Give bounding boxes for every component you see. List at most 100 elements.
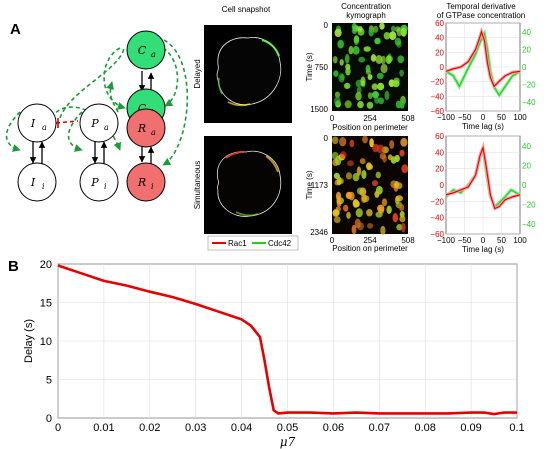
deriv-left-tick: 0 — [440, 181, 445, 190]
kymograph-spot — [368, 27, 374, 37]
kymograph-spot — [333, 70, 339, 77]
kymograph-spot — [377, 82, 385, 91]
kymograph-spot — [374, 96, 380, 104]
kymograph-spot — [361, 170, 367, 179]
x-tick-label: 0.03 — [185, 422, 206, 434]
x-tick-label: 0.08 — [414, 422, 435, 434]
kymograph-spot — [333, 172, 340, 179]
kymograph-spot — [371, 83, 378, 90]
deriv-right-tick: 0 — [522, 63, 527, 72]
kymograph-spot — [353, 36, 359, 46]
x-axis-label: μ7 — [280, 435, 296, 449]
deriv-xtick: 100 — [513, 236, 527, 245]
x-tick-label: 0.02 — [139, 422, 160, 434]
kymograph-spot — [357, 101, 364, 109]
derivative-plot-delayed: 60 40 20 0 −20 −40 −60 40 20 0 −20 −40 −100 −50 0 50 100… — [430, 19, 536, 131]
kymograph-spot — [334, 28, 342, 38]
kymograph-spot — [401, 222, 406, 233]
kymograph-spot — [389, 140, 395, 149]
x-tick-label: 0.06 — [323, 422, 344, 434]
kymograph-spot — [349, 139, 355, 148]
deriv-xlabel: Time lag (s) — [462, 122, 504, 131]
kymograph-spot — [360, 76, 366, 87]
panel-b-letter: B — [8, 258, 19, 275]
kymograph-spot — [375, 55, 383, 64]
kymograph-spot — [394, 180, 400, 189]
kymo-bottom-ytick-2: 2346 — [310, 228, 328, 237]
row-label-simultaneous: Simultaneous — [193, 161, 202, 209]
kymograph-spot — [372, 91, 379, 99]
kymo-top-ylabel: Time (s) — [305, 52, 314, 81]
kymo-top-xtick-2: 508 — [401, 114, 415, 123]
kymograph-spot — [348, 46, 354, 55]
deriv-right-tick: 20 — [522, 45, 531, 54]
kymograph-spot — [392, 80, 400, 88]
kymo-top-ytick-0: 0 — [324, 21, 329, 30]
deriv-right-tick: −20 — [522, 81, 536, 90]
kymograph-spot — [332, 209, 340, 217]
cell-snapshot-delayed — [204, 25, 292, 123]
kymograph-spot — [367, 74, 373, 80]
deriv-xtick: 100 — [513, 113, 527, 122]
node-subscript: i — [104, 182, 107, 191]
kymograph-spot — [344, 100, 352, 109]
kymograph-spot — [401, 164, 409, 174]
y-tick-label: 5 — [46, 375, 52, 387]
deriv-left-tick: 40 — [435, 148, 444, 157]
kymograph-spot — [400, 137, 408, 147]
x-tick-label: 0.04 — [231, 422, 252, 434]
kymo-top-xlabel: Position on perimeter — [332, 123, 408, 132]
deriv-xtick: 50 — [497, 113, 506, 122]
kymograph-spot — [356, 86, 362, 94]
node-subscript: a — [151, 128, 156, 137]
deriv-left-tick: −20 — [430, 78, 444, 87]
series-line-delay — [57, 264, 517, 416]
kymograph-spot — [366, 101, 374, 109]
kymograph-spot — [399, 149, 405, 157]
deriv-right-tick: −40 — [522, 98, 536, 107]
kymograph-spot — [345, 191, 352, 199]
deriv-xtick: 0 — [481, 113, 486, 122]
kymograph-spot — [380, 225, 386, 236]
kymograph-spot — [376, 144, 385, 154]
kymograph-spot — [376, 72, 384, 80]
kymograph-spot — [375, 171, 381, 179]
deriv-right-tick: 20 — [522, 161, 531, 170]
kymograph-delayed — [332, 22, 408, 111]
deriv-left-tick: 40 — [435, 34, 444, 43]
deriv-xtick: −100 — [437, 113, 456, 122]
node-subscript: a — [104, 123, 109, 132]
kymograph-spot — [363, 46, 371, 52]
y-tick-label: 0 — [46, 413, 52, 425]
kymograph-spot — [351, 224, 357, 235]
x-tick-label: 0.07 — [369, 422, 390, 434]
kymograph-spot — [333, 216, 341, 224]
x-tick-label: 0.09 — [460, 422, 481, 434]
kymograph-spot — [367, 92, 373, 100]
kymograph-spot — [381, 198, 388, 207]
kymograph-spot — [400, 27, 407, 37]
kymograph-spot — [347, 160, 354, 167]
deriv-left-tick: −20 — [430, 197, 444, 206]
deriv-left-tick: 0 — [440, 63, 445, 72]
deriv-right-tick: −40 — [522, 220, 536, 229]
kymograph-spot — [376, 185, 383, 195]
kymograph-title-line1: Concentration — [341, 2, 391, 11]
kymo-bottom-xtick-1: 254 — [363, 236, 377, 245]
snapshot-title: Cell snapshot — [222, 5, 271, 14]
kymograph-spot — [356, 187, 364, 195]
x-tick-label: 0.01 — [93, 422, 114, 434]
derivative-title-line1: Temporal derivative — [446, 2, 516, 11]
kymograph-spot — [337, 39, 345, 49]
kymo-bottom-xtick-2: 508 — [401, 236, 415, 245]
kymograph-spot — [389, 31, 397, 40]
kymograph-spot — [331, 136, 339, 145]
node-label: I — [30, 117, 36, 130]
node-subscript: i — [151, 182, 154, 191]
row-label-delayed: Delayed — [193, 59, 202, 88]
kymograph-spot — [344, 54, 350, 64]
kymograph-spot — [395, 195, 403, 202]
